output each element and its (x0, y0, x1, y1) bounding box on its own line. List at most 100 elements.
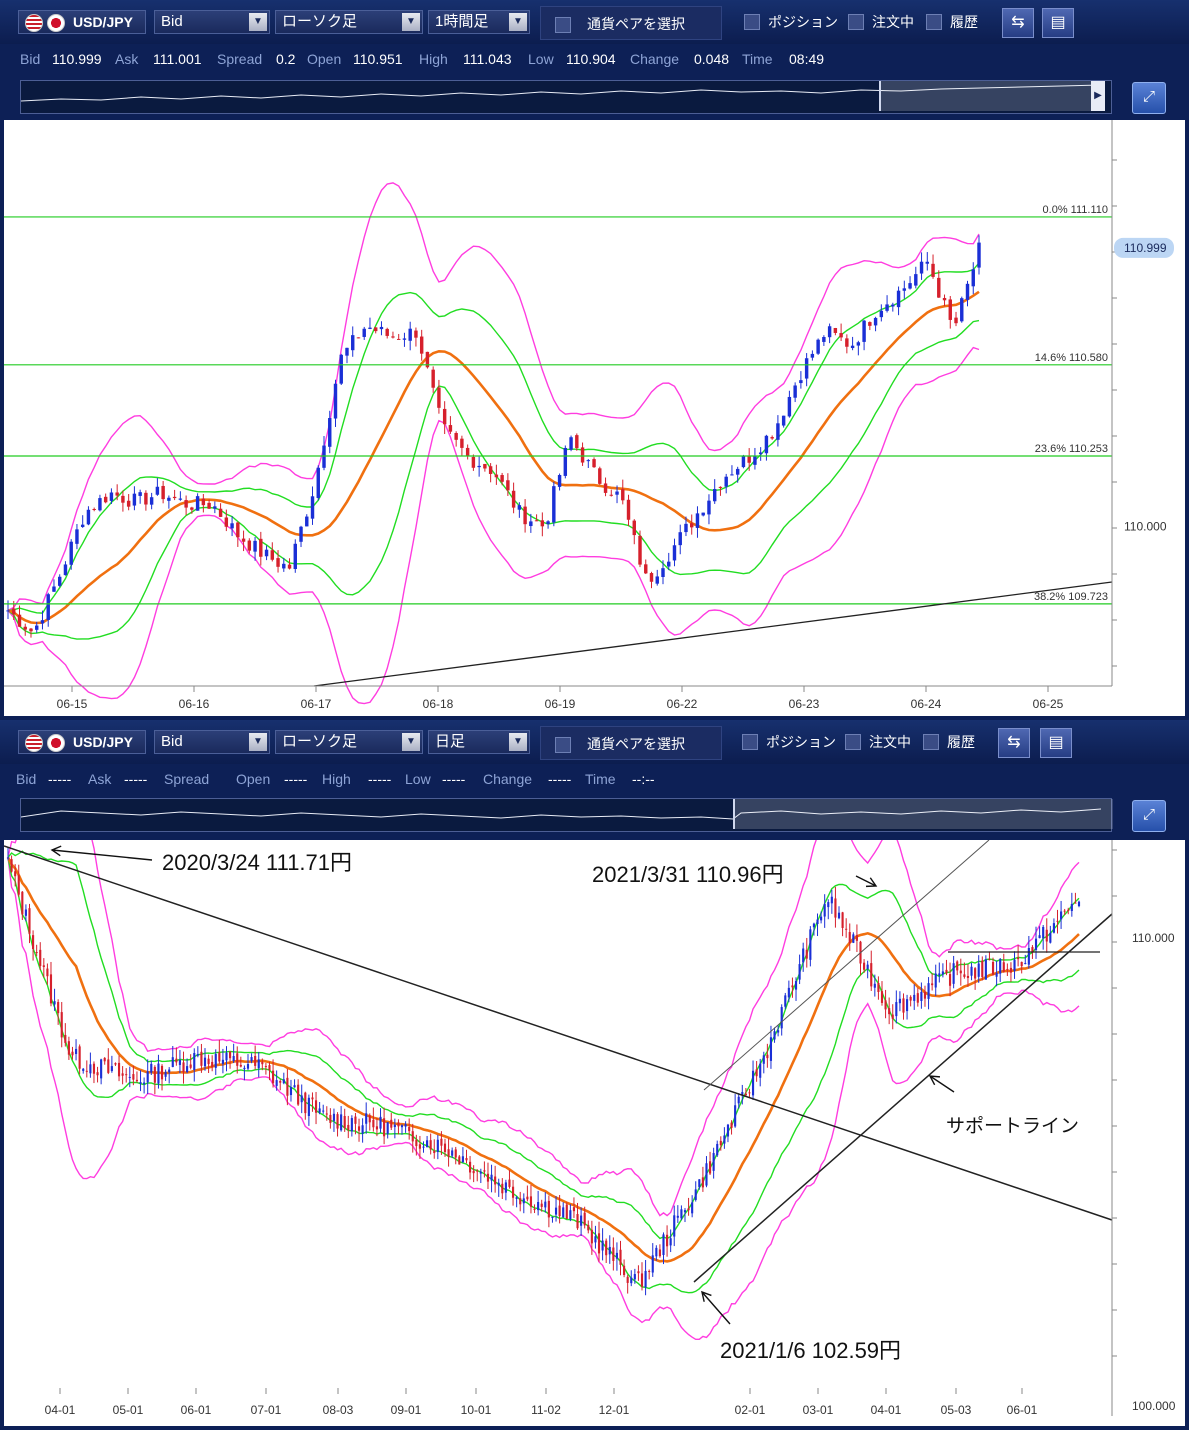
candle-body (146, 1071, 149, 1083)
price-type-select[interactable]: Bid ▼ (154, 730, 270, 754)
candle-body (716, 1143, 719, 1156)
candle-body (1024, 963, 1027, 965)
chart-tool-button[interactable]: ⇆ (998, 728, 1030, 758)
pair-select-checkbox[interactable] (555, 17, 571, 33)
candle-body (873, 983, 876, 988)
candle-body (114, 1063, 117, 1065)
candle-body (311, 1097, 314, 1100)
candle-body (107, 1059, 110, 1073)
candle-body (448, 425, 453, 432)
candle-body (465, 1158, 468, 1161)
candle-body (855, 935, 858, 941)
window-layout-button[interactable]: ▤ (1040, 728, 1072, 758)
timeframe-value: 1時間足 (435, 13, 489, 30)
pair-select-checkbox[interactable] (555, 737, 571, 753)
candle-body (605, 1240, 608, 1256)
candle-body (460, 438, 464, 448)
candle-body (168, 1069, 171, 1073)
currency-pair-button[interactable]: USD/JPY (18, 10, 146, 34)
time-tick-label: 04-01 (45, 1403, 76, 1417)
candle-body (830, 896, 833, 904)
chart-navigator[interactable] (20, 798, 1113, 832)
candle-body (471, 456, 476, 468)
navigator-handle[interactable]: ▶ (1091, 81, 1105, 111)
annotation-arrow-head (865, 877, 878, 888)
candle-body (325, 1113, 328, 1115)
window-layout-button[interactable]: ▤ (1042, 8, 1074, 38)
position-checkbox[interactable] (742, 734, 758, 750)
candle-body (916, 993, 919, 1003)
candle-body (397, 1122, 400, 1127)
us-flag-icon (25, 14, 43, 32)
candle-body (92, 1063, 96, 1074)
candle-body (132, 493, 137, 506)
time-tick-label: 06-16 (179, 697, 210, 711)
pair-select-button[interactable]: 通貨ペアを選択 (540, 726, 722, 760)
zoom-button[interactable]: ⤢ (1132, 800, 1166, 832)
candle-body (109, 492, 114, 501)
candle-body (49, 974, 53, 1004)
candle-body (827, 326, 832, 338)
candle-body (144, 492, 148, 505)
chart-type-select[interactable]: ローソク足 ▼ (275, 10, 423, 34)
candle-body (155, 486, 160, 495)
candle-body (23, 626, 27, 630)
navigator-selection[interactable] (733, 799, 1113, 829)
navigator-selection[interactable] (879, 81, 1095, 111)
chart-type-select[interactable]: ローソク足 ▼ (275, 730, 423, 754)
candle-body (719, 1140, 722, 1146)
orders-checkbox[interactable] (848, 14, 864, 30)
candle-body (193, 1052, 196, 1071)
change-value: ----- (548, 771, 572, 787)
candle-body (758, 452, 763, 455)
candle-body (472, 1170, 475, 1174)
candle-body (46, 968, 49, 977)
candle-body (57, 1002, 60, 1014)
candle-body (121, 1073, 124, 1076)
history-checkbox[interactable] (923, 734, 939, 750)
candle-body (712, 1153, 715, 1171)
candle-body (723, 1135, 726, 1144)
candle-body (735, 468, 740, 475)
position-checkbox[interactable] (744, 14, 760, 30)
candle-body (773, 1031, 776, 1040)
candle-body (270, 550, 275, 560)
candle-body (684, 523, 688, 533)
fibonacci-label: 0.0% 111.110 (1043, 204, 1108, 216)
candle-body (356, 337, 361, 339)
candle-body (391, 336, 395, 338)
upper-1sigma-band (7, 850, 1080, 1240)
timeframe-select[interactable]: 1時間足 ▼ (428, 10, 530, 34)
change-value: 0.048 (694, 51, 730, 67)
candle-body (447, 1149, 450, 1157)
candle-body (336, 1114, 339, 1129)
time-label: Time (742, 51, 773, 67)
currency-pair-button[interactable]: USD/JPY (18, 730, 146, 754)
history-checkbox[interactable] (926, 14, 942, 30)
candle-body (816, 919, 819, 925)
fibonacci-label: 14.6% 110.580 (1035, 352, 1108, 364)
candle-body (287, 564, 292, 569)
zoom-button[interactable]: ⤢ (1132, 82, 1166, 114)
ask-value: 111.001 (153, 51, 202, 67)
candle-body (117, 1062, 121, 1077)
candle-body (224, 517, 229, 527)
annotation-arrow-head (928, 1075, 941, 1086)
candle-body (276, 558, 280, 567)
price-type-select[interactable]: Bid ▼ (154, 10, 270, 34)
candle-body (461, 1156, 464, 1163)
candle-body (784, 995, 787, 1007)
candle-body (730, 474, 734, 476)
hourly-chart-area[interactable]: 0.0% 111.110 14.6% 110.580 23.6% 110.253 38… (4, 120, 1185, 716)
pair-select-button[interactable]: 通貨ペアを選択 (540, 6, 722, 40)
chart-navigator[interactable]: ▶ (20, 80, 1112, 114)
candle-body (307, 1097, 310, 1117)
candle-body (908, 283, 912, 289)
timeframe-select[interactable]: 日足 ▼ (428, 730, 530, 754)
chart-tool-button[interactable]: ⇆ (1002, 8, 1034, 38)
orders-checkbox[interactable] (845, 734, 861, 750)
annotation-arrow-head (50, 845, 62, 857)
candle-body (383, 1118, 386, 1137)
daily-chart-area[interactable]: 2020/3/24 111.71円 2021/3/31 110.96円 2021/1… (3, 763, 1185, 1426)
time-tick-label: 06-01 (181, 1403, 212, 1417)
